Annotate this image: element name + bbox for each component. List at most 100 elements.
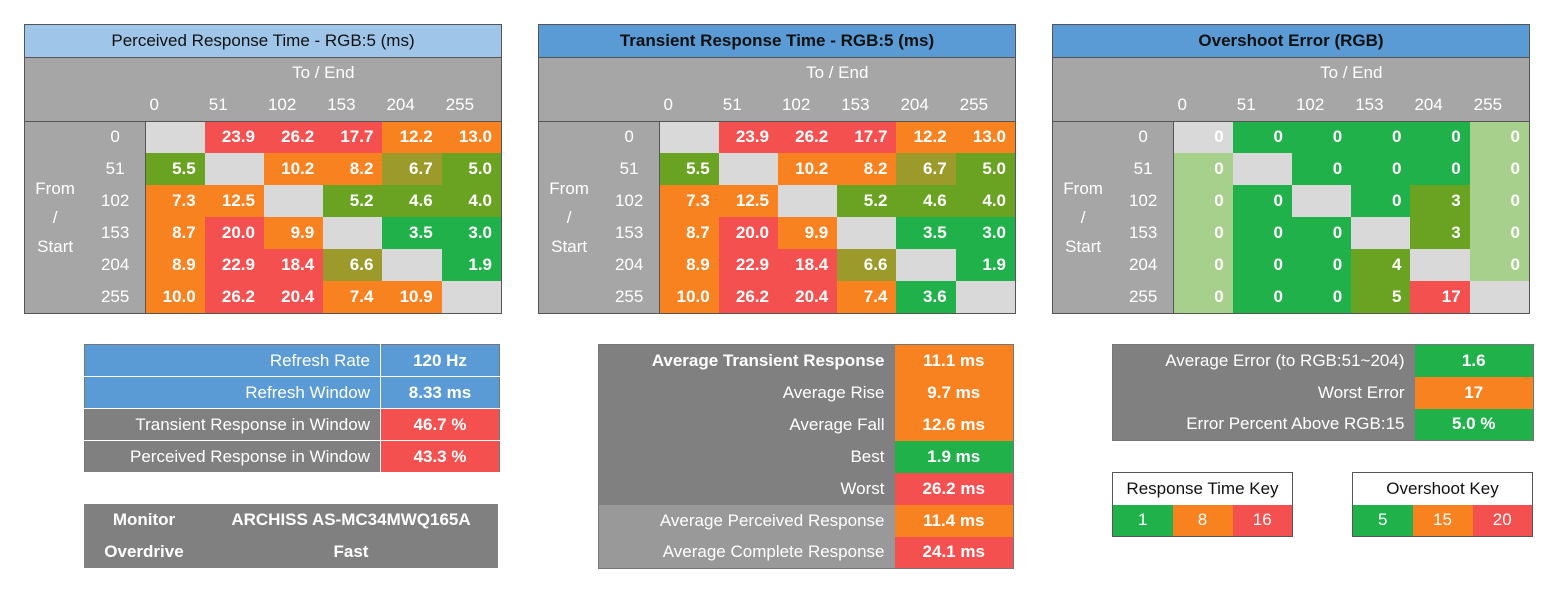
average-value: 12.6 ms [894,408,1014,441]
monitor-label: Monitor [112,510,176,529]
refresh-row: Refresh Window 8.33 ms [84,376,500,409]
from-start-text: From [35,178,75,198]
row-header: 102 [85,185,146,217]
diagonal-cell [204,153,264,185]
column-header: 0 [1173,89,1233,121]
row-header: 51 [1113,153,1174,185]
average-row: Average Transient Response 11.1 ms [598,344,1014,377]
matrix-cell: 0 [1291,217,1352,249]
error-value: 1.6 [1414,344,1534,377]
average-value: 26.2 ms [894,472,1014,505]
matrix-cell: 6.6 [323,249,383,281]
from-start-text: Start [1065,236,1102,256]
response-key-title: Response Time Key [1112,472,1293,505]
diagonal-cell [1410,249,1470,281]
matrix-cell: 8.9 [144,249,205,281]
error-value: 17 [1414,376,1534,409]
average-row: Worst 26.2 ms [598,472,1014,505]
matrix-cell: 26.2 [718,281,778,313]
overshoot-error-matrix: Overshoot Error (RGB) To / End 0 51 102 153 20… [1052,24,1530,314]
row-header: 204 [85,249,146,281]
diagonal-cell [896,249,956,281]
row-header: 255 [599,281,660,313]
matrix-cell: 3.5 [896,217,956,249]
matrix-cell: 0 [1410,153,1470,185]
diagonal-cell [718,153,778,185]
matrix-cell: 8.2 [837,153,897,185]
column-header: 204 [896,89,956,121]
matrix-cell: 8.7 [144,217,205,249]
matrix-cell: 17 [1410,281,1470,313]
matrix-cell: 3.0 [441,217,501,249]
matrix-cell: 10.0 [658,281,719,313]
diagonal-cell [323,217,383,249]
matrix-cell: 0 [1172,217,1233,249]
matrix-cell: 4.6 [896,185,956,217]
average-row: Average Perceived Response 11.4 ms [598,504,1014,537]
row-header: 51 [599,153,660,185]
error-row: Error Percent Above RGB:15 5.0 % [1112,408,1534,441]
matrix-cell: 5.2 [837,185,897,217]
diagonal-cell: 0 [1172,120,1233,153]
matrix-cell: 7.4 [837,281,897,313]
error-label: Error Percent Above RGB:15 [1112,408,1415,441]
row-header: 255 [85,281,146,313]
diagonal-cell [144,120,205,153]
from-start-header: From / Start [539,120,600,313]
matrix-cell: 5.5 [658,153,719,185]
transient-response-matrix: Transient Response Time - RGB:5 (ms) To /… [538,24,1016,314]
matrix-cell: 0 [1232,185,1292,217]
row-header: 153 [85,217,146,249]
refresh-row: Refresh Rate 120 Hz [84,344,500,377]
matrix-cell: 0 [1232,281,1292,313]
refresh-row: Transient Response in Window 46.7 % [84,408,500,441]
matrix-cell: 0 [1291,153,1352,185]
column-header: 0 [659,89,719,121]
diagonal-cell [777,185,838,217]
row-header: 51 [85,153,146,185]
matrix-cell: 3 [1410,185,1470,217]
to-end-header: To / End [1173,57,1529,89]
diagonal-cell [441,281,501,313]
matrix-cell: 0 [1351,153,1411,185]
matrix-cell: 4.6 [382,185,442,217]
matrix-cell: 23.9 [204,120,264,153]
matrix-cell: 4.0 [441,185,501,217]
matrix-cell: 0 [1469,249,1529,281]
row-header: 153 [1113,217,1174,249]
row-header: 153 [599,217,660,249]
matrix-cell: 0 [1291,281,1352,313]
matrix-cell: 10.9 [382,281,442,313]
column-header: 102 [1291,89,1352,121]
average-label: Average Fall [598,408,895,441]
to-end-header: To / End [145,57,501,89]
column-header: 0 [145,89,205,121]
matrix-cell: 20.0 [204,217,264,249]
monitor-value: ARCHISS AS-MC34MWQ165A [231,510,471,529]
matrix-cell: 6.7 [382,153,442,185]
matrix-corner [539,57,660,121]
column-header: 204 [1410,89,1470,121]
from-start-text: From [549,178,589,198]
matrix-cell: 3.0 [955,217,1015,249]
matrix-cell: 20.0 [718,217,778,249]
from-start-text: Start [551,236,588,256]
matrix-cell: 0 [1172,249,1233,281]
errors-table: Average Error (to RGB:51~204) 1.6 Worst Er… [1112,344,1534,441]
matrix-cell: 0 [1291,120,1352,153]
diagonal-cell [1351,217,1411,249]
matrix-cell: 26.2 [777,120,838,153]
matrix-title: Perceived Response Time - RGB:5 (ms) [25,25,501,58]
error-row: Worst Error 17 [1112,376,1534,409]
row-header: 102 [599,185,660,217]
matrix-cell: 5.0 [955,153,1015,185]
refresh-label: Transient Response in Window [84,408,381,441]
matrix-cell: 5 [1351,281,1411,313]
from-start-header: From / Start [1053,120,1114,313]
matrix-cell: 1.9 [955,249,1015,281]
matrix-cell: 0 [1232,120,1292,153]
refresh-value: 46.7 % [380,408,500,441]
diagonal-cell [658,120,719,153]
matrix-cell: 0 [1351,185,1411,217]
row-header: 102 [1113,185,1174,217]
